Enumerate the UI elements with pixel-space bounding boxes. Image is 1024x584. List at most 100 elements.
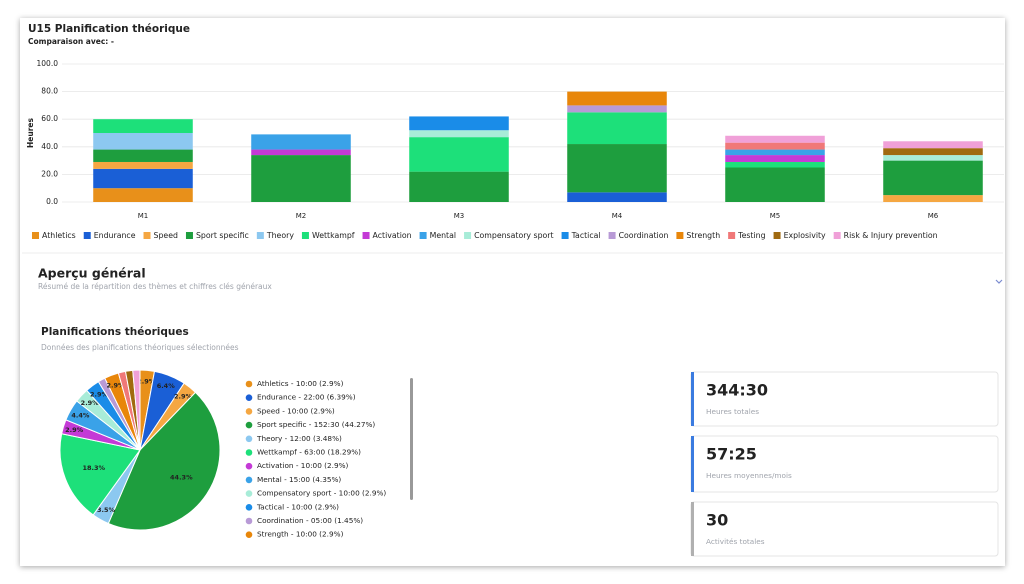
slice-label: 4.4% bbox=[71, 412, 90, 420]
legend-dot bbox=[245, 504, 253, 511]
legend-swatch bbox=[773, 232, 781, 239]
bar-segment bbox=[567, 112, 667, 145]
pie-slice bbox=[132, 369, 141, 451]
bar-segment bbox=[725, 135, 825, 143]
legend-label: Coordination - 05:00 (1.45%) bbox=[257, 516, 363, 525]
legend-dot bbox=[245, 531, 253, 538]
legend-label: Testing bbox=[737, 231, 765, 240]
legend-swatch bbox=[362, 232, 370, 239]
stat-value: 344:30 bbox=[706, 381, 768, 400]
stat-value: 30 bbox=[706, 511, 728, 530]
y-tick-label: 0.0 bbox=[46, 197, 58, 206]
legend-label: Speed bbox=[154, 231, 178, 240]
stat-label: Activités totales bbox=[706, 537, 765, 546]
slice-label: 44.3% bbox=[170, 473, 193, 481]
bar-segment bbox=[93, 119, 193, 133]
stat-value: 57:25 bbox=[706, 445, 757, 464]
section-title: Aperçu général bbox=[38, 266, 146, 281]
legend-swatch bbox=[83, 232, 91, 239]
collapse-chevron[interactable] bbox=[995, 279, 1003, 284]
legend-label: Mental - 15:00 (4.35%) bbox=[257, 475, 341, 484]
stat-accent bbox=[691, 436, 694, 492]
bar-segment bbox=[409, 137, 509, 172]
y-tick-label: 20.0 bbox=[41, 169, 58, 178]
x-tick-label: M3 bbox=[454, 212, 465, 220]
legend-swatch bbox=[32, 232, 39, 239]
pie-slice bbox=[59, 433, 141, 516]
legend-swatch bbox=[185, 232, 193, 239]
legend-label: Mental bbox=[430, 231, 456, 240]
bar-segment bbox=[93, 133, 193, 150]
legend-label: Activation - 10:00 (2.9%) bbox=[257, 461, 349, 470]
scrollbar[interactable] bbox=[410, 378, 413, 500]
legend-swatch bbox=[419, 232, 427, 239]
legend-swatch bbox=[143, 232, 151, 239]
legend-swatch bbox=[608, 232, 616, 239]
legend-dot bbox=[245, 476, 253, 484]
legend-label: Speed - 10:00 (2.9%) bbox=[257, 406, 335, 415]
legend-label: Sport specific bbox=[196, 231, 249, 240]
stat-label: Heures moyennes/mois bbox=[706, 471, 792, 480]
bar-segment bbox=[93, 188, 193, 202]
bar-segment bbox=[567, 91, 667, 106]
panel-title: Planifications théoriques bbox=[41, 326, 189, 338]
panel-subtitle: Données des planifications théoriques sé… bbox=[41, 343, 239, 352]
legend-label: Sport specific - 152:30 (44.27%) bbox=[257, 420, 375, 429]
legend-dot bbox=[245, 380, 253, 388]
bar-segment bbox=[725, 149, 825, 156]
legend-swatch bbox=[301, 232, 309, 239]
bar-segment bbox=[567, 105, 667, 113]
x-tick-label: M1 bbox=[138, 212, 149, 220]
bar-segment bbox=[567, 192, 667, 202]
legend-dot bbox=[245, 408, 253, 415]
legend-label: Theory - 12:00 (3.48%) bbox=[256, 434, 342, 443]
legend-dot bbox=[245, 462, 253, 470]
section-subtitle: Résumé de la répartition des thèmes et c… bbox=[38, 282, 272, 291]
legend-label: Endurance bbox=[94, 231, 136, 240]
bar-segment bbox=[567, 144, 667, 193]
bar-segment bbox=[883, 160, 983, 196]
slice-label: 2.9% bbox=[137, 377, 156, 385]
legend-label: Wettkampf bbox=[312, 231, 355, 240]
bar-segment bbox=[883, 141, 983, 149]
x-tick-label: M6 bbox=[928, 212, 939, 220]
legend-swatch bbox=[464, 232, 472, 239]
legend-label: Compensatory sport - 10:00 (2.9%) bbox=[257, 489, 386, 498]
legend-dot bbox=[245, 490, 253, 497]
bar-segment bbox=[883, 148, 983, 156]
legend-label: Explosivity bbox=[784, 231, 826, 240]
legend-swatch bbox=[728, 232, 736, 239]
legend-dot bbox=[245, 421, 253, 429]
bar-segment bbox=[93, 149, 193, 162]
legend-dot bbox=[245, 394, 253, 402]
legend-dot bbox=[245, 517, 253, 525]
legend-dot bbox=[245, 449, 253, 456]
legend-label: Athletics - 10:00 (2.9%) bbox=[257, 379, 344, 388]
legend-label: Tactical - 10:00 (2.9%) bbox=[256, 502, 339, 511]
stat-accent bbox=[691, 372, 694, 426]
chart-subtitle: Comparaison avec: - bbox=[28, 37, 114, 46]
pie-slice bbox=[107, 391, 221, 531]
bar-segment bbox=[725, 155, 825, 162]
bar-segment bbox=[883, 155, 983, 161]
legend-label: Compensatory sport bbox=[474, 231, 554, 240]
slice-label: 6.4% bbox=[157, 382, 176, 390]
bar-segment bbox=[883, 195, 983, 202]
stat-label: Heures totales bbox=[706, 407, 759, 416]
slice-label: 18.3% bbox=[82, 464, 105, 472]
pie-legend: Athletics - 10:00 (2.9%) Endurance - 22:0… bbox=[245, 379, 386, 538]
legend-label: Strength bbox=[686, 231, 720, 240]
bar-segment bbox=[725, 167, 825, 202]
legend-swatch bbox=[676, 232, 684, 239]
bar-segment bbox=[251, 155, 351, 202]
slice-label: 2.9% bbox=[90, 391, 109, 399]
legend-swatch bbox=[561, 232, 569, 239]
bar-segment bbox=[251, 134, 351, 150]
chart-title: U15 Planification théorique bbox=[28, 23, 190, 35]
y-tick-label: 60.0 bbox=[41, 114, 58, 123]
slice-label: 2.9% bbox=[65, 426, 84, 434]
legend-dot bbox=[245, 435, 253, 443]
y-axis-label: Heures bbox=[26, 117, 35, 147]
legend-label: Tactical bbox=[571, 231, 601, 240]
